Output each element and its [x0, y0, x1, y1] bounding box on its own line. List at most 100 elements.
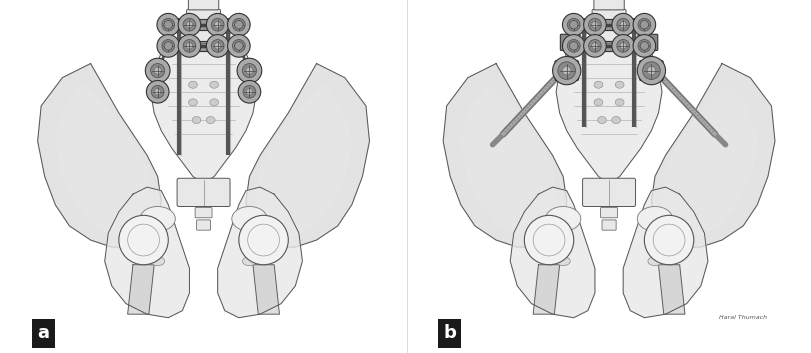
Polygon shape	[573, 41, 645, 51]
Circle shape	[243, 85, 255, 98]
Circle shape	[238, 80, 261, 103]
Circle shape	[640, 42, 649, 50]
Circle shape	[242, 64, 256, 78]
Ellipse shape	[140, 207, 175, 231]
FancyBboxPatch shape	[195, 208, 212, 218]
Circle shape	[571, 22, 577, 28]
Circle shape	[178, 13, 201, 36]
Circle shape	[638, 40, 650, 52]
FancyBboxPatch shape	[185, 25, 222, 43]
Circle shape	[233, 40, 245, 52]
FancyBboxPatch shape	[196, 220, 211, 230]
Polygon shape	[217, 187, 303, 318]
Circle shape	[146, 80, 169, 103]
Polygon shape	[556, 42, 662, 184]
Polygon shape	[168, 41, 239, 51]
Circle shape	[637, 56, 666, 85]
FancyBboxPatch shape	[594, 0, 624, 10]
Polygon shape	[127, 265, 154, 314]
Ellipse shape	[189, 99, 197, 106]
Polygon shape	[105, 187, 190, 318]
Circle shape	[640, 20, 649, 29]
Circle shape	[589, 18, 601, 31]
FancyBboxPatch shape	[638, 34, 658, 50]
FancyBboxPatch shape	[555, 61, 578, 80]
FancyBboxPatch shape	[598, 183, 620, 193]
Circle shape	[642, 43, 647, 49]
Circle shape	[228, 13, 250, 36]
Circle shape	[633, 13, 655, 36]
Circle shape	[228, 35, 250, 57]
Circle shape	[569, 20, 578, 29]
Circle shape	[638, 18, 650, 31]
Circle shape	[617, 18, 629, 31]
Circle shape	[237, 58, 262, 83]
Ellipse shape	[546, 207, 581, 231]
Circle shape	[563, 35, 585, 57]
Polygon shape	[246, 64, 370, 247]
Ellipse shape	[611, 116, 620, 124]
Circle shape	[617, 40, 629, 52]
Circle shape	[234, 42, 243, 50]
Circle shape	[552, 56, 581, 85]
Circle shape	[212, 40, 224, 52]
FancyBboxPatch shape	[640, 61, 663, 80]
Circle shape	[206, 13, 229, 36]
Ellipse shape	[189, 81, 197, 88]
Ellipse shape	[594, 99, 603, 106]
Polygon shape	[659, 265, 685, 314]
Circle shape	[645, 215, 693, 265]
FancyBboxPatch shape	[194, 195, 213, 205]
Bar	[708, 300, 779, 346]
Ellipse shape	[556, 257, 570, 265]
Ellipse shape	[232, 207, 267, 231]
FancyBboxPatch shape	[601, 208, 617, 218]
Ellipse shape	[206, 116, 215, 124]
Circle shape	[214, 22, 221, 28]
Circle shape	[233, 18, 245, 31]
Circle shape	[247, 89, 253, 95]
Ellipse shape	[210, 81, 218, 88]
Circle shape	[165, 43, 171, 49]
Polygon shape	[623, 187, 708, 318]
Circle shape	[642, 62, 660, 79]
Circle shape	[164, 20, 173, 29]
Polygon shape	[253, 265, 280, 314]
Ellipse shape	[210, 99, 218, 106]
Polygon shape	[651, 64, 775, 247]
FancyBboxPatch shape	[187, 10, 221, 26]
Circle shape	[568, 18, 580, 31]
Polygon shape	[461, 85, 556, 237]
FancyBboxPatch shape	[602, 220, 616, 230]
Circle shape	[145, 58, 170, 83]
Circle shape	[589, 40, 601, 52]
Polygon shape	[533, 265, 560, 314]
Polygon shape	[443, 64, 567, 247]
Circle shape	[620, 22, 626, 28]
FancyBboxPatch shape	[590, 25, 628, 43]
Polygon shape	[510, 187, 595, 318]
Circle shape	[234, 20, 243, 29]
Ellipse shape	[598, 116, 607, 124]
Circle shape	[568, 40, 580, 52]
Circle shape	[647, 66, 655, 75]
Circle shape	[164, 42, 173, 50]
Ellipse shape	[151, 257, 165, 265]
Circle shape	[246, 67, 253, 74]
Circle shape	[236, 22, 242, 28]
Ellipse shape	[648, 257, 662, 265]
Circle shape	[162, 40, 174, 52]
Circle shape	[569, 42, 578, 50]
Circle shape	[206, 35, 229, 57]
Circle shape	[214, 43, 221, 49]
Polygon shape	[168, 19, 239, 30]
Circle shape	[584, 13, 607, 36]
Circle shape	[187, 43, 193, 49]
Ellipse shape	[242, 257, 256, 265]
Circle shape	[165, 22, 171, 28]
Circle shape	[119, 215, 168, 265]
Polygon shape	[662, 85, 757, 237]
Circle shape	[178, 35, 201, 57]
Circle shape	[154, 89, 161, 95]
FancyBboxPatch shape	[592, 10, 626, 26]
